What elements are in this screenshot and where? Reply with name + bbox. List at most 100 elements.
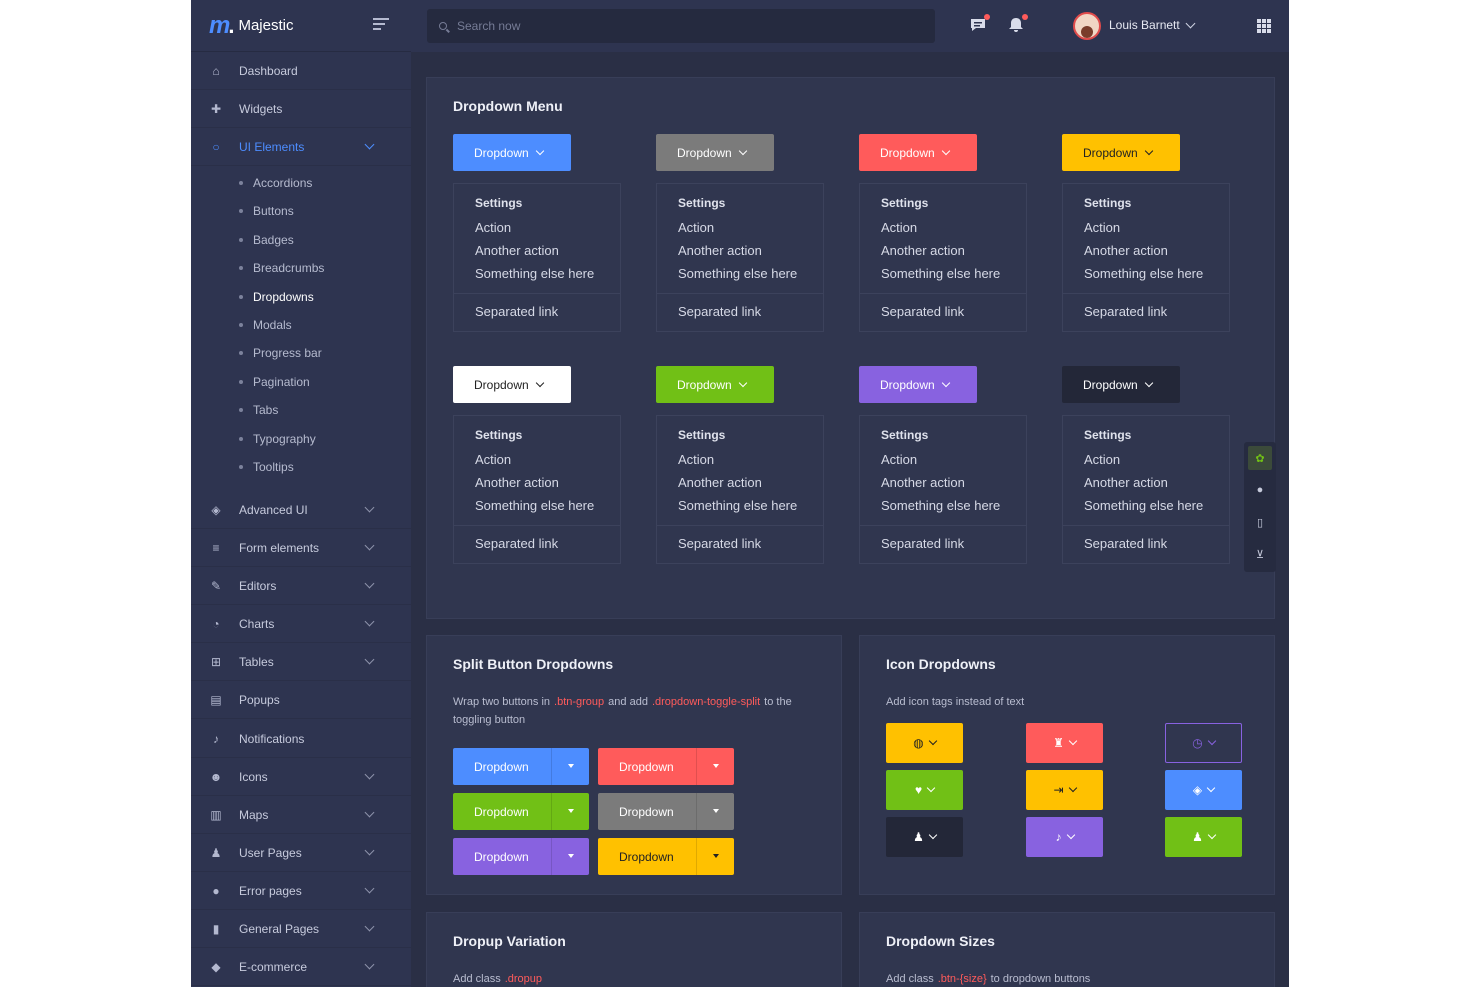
sidebar-item-user-pages[interactable]: ♟ User Pages [191, 834, 411, 872]
split-main-button[interactable]: Dropdown [619, 759, 674, 774]
dropdown-item[interactable]: Something else here [881, 266, 1001, 281]
split-toggle-caret-icon[interactable] [551, 793, 589, 830]
dropdown-item-separated[interactable]: Separated link [1084, 536, 1168, 551]
dropdown-button[interactable]: Dropdown [656, 366, 774, 403]
chevron-down-icon[interactable] [1185, 18, 1196, 29]
dropdown-item-separated[interactable]: Separated link [881, 536, 965, 551]
dropdown-button[interactable]: Dropdown [859, 366, 977, 403]
dropdown-item[interactable]: Something else here [1084, 498, 1204, 513]
dropdown-item[interactable]: Action [881, 452, 918, 467]
sidebar-subitem-breadcrumbs[interactable]: Breadcrumbs [239, 258, 324, 278]
sidebar-item-advanced-ui[interactable]: ◈ Advanced UI [191, 491, 411, 529]
chat-icon[interactable]: ● [1256, 484, 1264, 496]
icon-dropdown-button[interactable]: ⇥ [1026, 770, 1103, 810]
sidebar-subitem-buttons[interactable]: Buttons [239, 201, 294, 221]
dropdown-button[interactable]: Dropdown [1062, 134, 1180, 171]
dropdown-item[interactable]: Action [1084, 452, 1121, 467]
dropdown-item-separated[interactable]: Separated link [678, 536, 762, 551]
sidebar-subitem-tooltips[interactable]: Tooltips [239, 457, 294, 477]
icon-dropdown-button[interactable]: ♟ [886, 817, 963, 857]
dropdown-item[interactable]: Something else here [475, 266, 595, 281]
icon-dropdown-button[interactable]: ◈ [1165, 770, 1242, 810]
dropdown-item-separated[interactable]: Separated link [475, 304, 559, 319]
dropdown-item[interactable]: Another action [881, 475, 965, 490]
sidebar-item-popups[interactable]: ▤ Popups [191, 681, 411, 719]
apps-grid-icon[interactable] [1257, 19, 1271, 33]
avatar[interactable] [1073, 12, 1101, 40]
sidebar-item-editors[interactable]: ✎ Editors [191, 567, 411, 605]
dropdown-item[interactable]: Action [475, 452, 512, 467]
dropdown-button[interactable]: Dropdown [656, 134, 774, 171]
dropdown-item[interactable]: Something else here [881, 498, 1001, 513]
split-main-button[interactable]: Dropdown [619, 804, 674, 819]
sidebar-subitem-modals[interactable]: Modals [239, 315, 292, 335]
icon-dropdown-button[interactable]: ♟ [1165, 817, 1242, 857]
icon-dropdown-button[interactable]: ♥ [886, 770, 963, 810]
sidebar-item-ui-elements[interactable]: ○ UI Elements [191, 128, 411, 166]
sidebar-item-general-pages[interactable]: ▮ General Pages [191, 910, 411, 948]
menu-toggle-icon[interactable] [373, 18, 389, 32]
sidebar-item-error-pages[interactable]: ● Error pages [191, 872, 411, 910]
sidebar-item-widgets[interactable]: ✚ Widgets [191, 90, 411, 128]
dropdown-item[interactable]: Action [678, 220, 715, 235]
dropdown-item[interactable]: Another action [678, 475, 762, 490]
dropdown-button[interactable]: Dropdown [859, 134, 977, 171]
user-name[interactable]: Louis Barnett [1109, 18, 1180, 32]
icon-dropdown-button[interactable]: ♜ [1026, 723, 1103, 763]
split-main-button[interactable]: Dropdown [474, 849, 529, 864]
dropdown-item-separated[interactable]: Separated link [1084, 304, 1168, 319]
dropdown-item[interactable]: Something else here [475, 498, 595, 513]
dropdown-button[interactable]: Dropdown [1062, 366, 1180, 403]
sidebar-item-notifications[interactable]: ♪ Notifications [191, 720, 411, 758]
split-main-button[interactable]: Dropdown [474, 759, 529, 774]
sidebar-item-maps[interactable]: ▥ Maps [191, 796, 411, 834]
sidebar-subitem-typography[interactable]: Typography [239, 429, 316, 449]
dropdown-item[interactable]: Action [1084, 220, 1121, 235]
split-toggle-caret-icon[interactable] [551, 838, 589, 875]
split-main-button[interactable]: Dropdown [619, 849, 674, 864]
search-input[interactable] [457, 19, 897, 33]
icon-dropdown-button[interactable]: ◷ [1165, 723, 1242, 763]
split-main-button[interactable]: Dropdown [474, 804, 529, 819]
dropdown-item[interactable]: Another action [678, 243, 762, 258]
document-icon[interactable]: ▯ [1256, 516, 1264, 529]
dropdown-item-separated[interactable]: Separated link [475, 536, 559, 551]
dropdown-item[interactable]: Another action [1084, 243, 1168, 258]
sidebar-item-form-elements[interactable]: ≡ Form elements [191, 529, 411, 567]
dropdown-item-separated[interactable]: Separated link [881, 304, 965, 319]
sidebar-subitem-badges[interactable]: Badges [239, 230, 294, 250]
dropdown-item[interactable]: Something else here [1084, 266, 1204, 281]
dropdown-button[interactable]: Dropdown [453, 134, 571, 171]
dropdown-button[interactable]: Dropdown [453, 366, 571, 403]
settings-gear-icon[interactable]: ✿ [1248, 446, 1272, 470]
dropdown-item[interactable]: Another action [475, 475, 559, 490]
dropdown-item[interactable]: Another action [881, 243, 965, 258]
sidebar-subitem-tabs[interactable]: Tabs [239, 400, 278, 420]
icon-dropdown-button[interactable]: ♪ [1026, 817, 1103, 857]
dropdown-item[interactable]: Something else here [678, 498, 798, 513]
dropdown-item[interactable]: Action [475, 220, 512, 235]
dropdown-item[interactable]: Another action [1084, 475, 1168, 490]
split-toggle-caret-icon[interactable] [696, 793, 734, 830]
dropdown-item-separated[interactable]: Separated link [678, 304, 762, 319]
sidebar-subitem-dropdowns[interactable]: Dropdowns [239, 287, 314, 307]
dropdown-item[interactable]: Something else here [678, 266, 798, 281]
sidebar-subitem-accordions[interactable]: Accordions [239, 173, 312, 193]
message-icon[interactable] [969, 14, 990, 36]
split-toggle-caret-icon[interactable] [551, 748, 589, 785]
sidebar-subitem-progress-bar[interactable]: Progress bar [239, 343, 322, 363]
cart-icon[interactable]: ⊻ [1255, 548, 1265, 561]
split-toggle-caret-icon[interactable] [696, 748, 734, 785]
sidebar-item-tables[interactable]: ⊞ Tables [191, 643, 411, 681]
sidebar-item-e-commerce[interactable]: ◆ E-commerce [191, 948, 411, 986]
dropdown-item[interactable]: Action [881, 220, 918, 235]
dropdown-item[interactable]: Another action [475, 243, 559, 258]
brand[interactable]: m . Majestic [191, 0, 411, 52]
sidebar-subitem-pagination[interactable]: Pagination [239, 372, 310, 392]
split-toggle-caret-icon[interactable] [696, 838, 734, 875]
dropdown-item[interactable]: Action [678, 452, 715, 467]
bell-icon[interactable] [1007, 14, 1028, 36]
sidebar-item-icons[interactable]: ☻ Icons [191, 758, 411, 796]
icon-dropdown-button[interactable]: ◍ [886, 723, 963, 763]
sidebar-item-dashboard[interactable]: ⌂ Dashboard [191, 52, 411, 90]
